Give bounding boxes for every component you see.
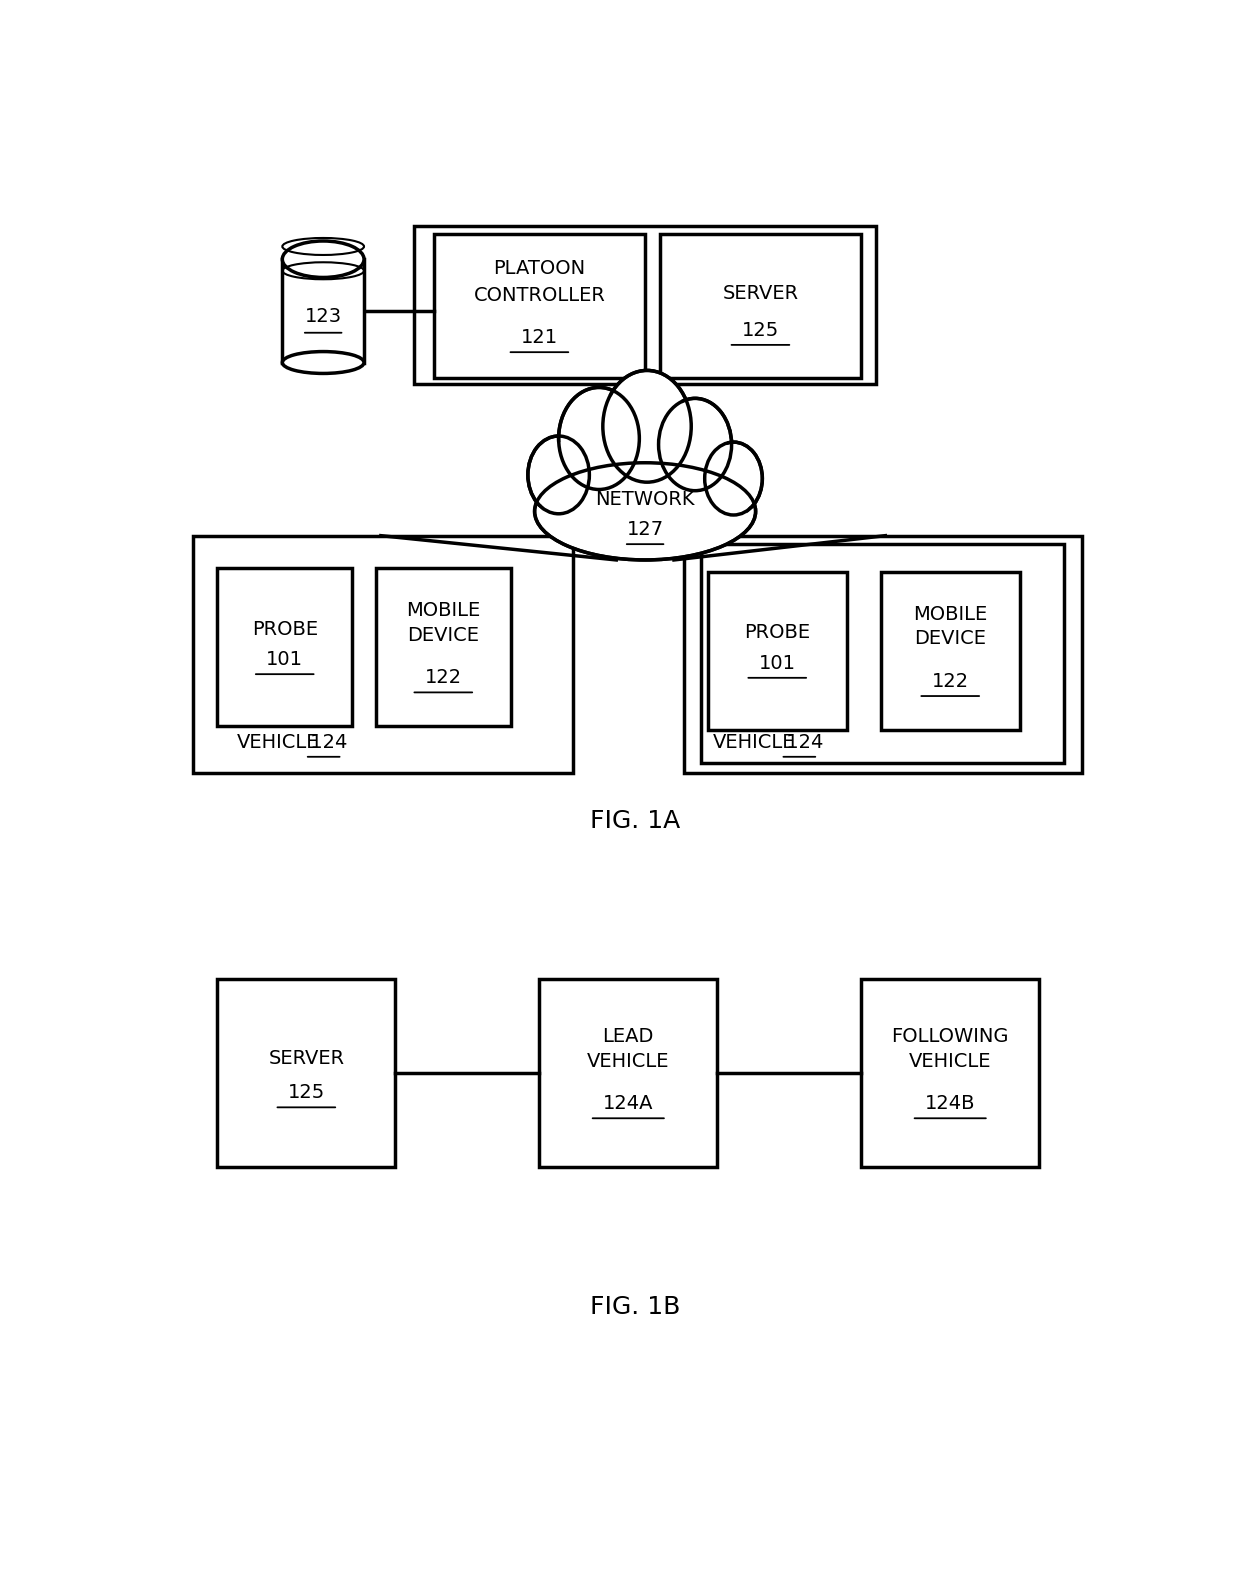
Text: SERVER: SERVER (723, 284, 799, 303)
Text: 124: 124 (780, 732, 823, 751)
FancyBboxPatch shape (283, 259, 365, 363)
Text: 101: 101 (267, 650, 304, 669)
Text: 123: 123 (305, 308, 342, 327)
Text: 121: 121 (521, 328, 558, 347)
Circle shape (709, 448, 758, 510)
FancyBboxPatch shape (217, 978, 396, 1168)
Text: CONTROLLER: CONTROLLER (474, 286, 605, 305)
FancyBboxPatch shape (414, 226, 875, 383)
Text: VEHICLE: VEHICLE (587, 1051, 670, 1070)
FancyBboxPatch shape (862, 978, 1039, 1168)
FancyBboxPatch shape (539, 978, 717, 1168)
Text: NETWORK: NETWORK (595, 489, 694, 508)
Text: MOBILE: MOBILE (913, 604, 987, 625)
FancyBboxPatch shape (434, 234, 645, 377)
Text: VEHICLE: VEHICLE (909, 1051, 992, 1070)
Text: 124B: 124B (925, 1094, 976, 1112)
Text: LEAD: LEAD (603, 1027, 653, 1046)
Text: 127: 127 (626, 521, 663, 540)
Ellipse shape (283, 352, 365, 374)
Text: 124: 124 (304, 732, 347, 751)
FancyBboxPatch shape (217, 568, 352, 726)
Circle shape (528, 436, 589, 514)
Text: 125: 125 (288, 1083, 325, 1103)
Circle shape (533, 442, 584, 508)
Text: FIG. 1B: FIG. 1B (590, 1296, 681, 1319)
Text: DEVICE: DEVICE (914, 630, 986, 649)
Text: PROBE: PROBE (252, 620, 317, 639)
FancyBboxPatch shape (683, 535, 1083, 773)
FancyBboxPatch shape (880, 573, 1019, 731)
Text: VEHICLE: VEHICLE (713, 732, 795, 751)
Circle shape (608, 377, 687, 477)
Circle shape (603, 371, 691, 483)
Text: VEHICLE: VEHICLE (237, 732, 319, 751)
FancyBboxPatch shape (376, 568, 511, 726)
Ellipse shape (534, 462, 755, 560)
Text: PLATOON: PLATOON (494, 259, 585, 278)
FancyBboxPatch shape (701, 544, 1064, 762)
Text: FOLLOWING: FOLLOWING (892, 1027, 1009, 1046)
FancyBboxPatch shape (708, 573, 847, 731)
Circle shape (658, 398, 732, 491)
Circle shape (663, 404, 727, 484)
Text: SERVER: SERVER (268, 1049, 345, 1068)
Text: 125: 125 (742, 320, 779, 339)
Circle shape (558, 388, 640, 489)
Text: 122: 122 (931, 672, 968, 691)
FancyBboxPatch shape (193, 535, 573, 773)
FancyBboxPatch shape (660, 234, 862, 377)
Text: 124A: 124A (603, 1094, 653, 1112)
Text: FIG. 1A: FIG. 1A (590, 810, 681, 833)
Circle shape (704, 442, 763, 514)
Ellipse shape (283, 241, 365, 278)
Circle shape (563, 393, 635, 483)
Ellipse shape (542, 462, 749, 548)
Text: 122: 122 (425, 669, 461, 688)
Ellipse shape (283, 241, 365, 278)
Text: MOBILE: MOBILE (407, 601, 480, 620)
Text: PROBE: PROBE (744, 623, 810, 642)
Text: DEVICE: DEVICE (407, 626, 480, 645)
Text: 101: 101 (759, 653, 796, 672)
